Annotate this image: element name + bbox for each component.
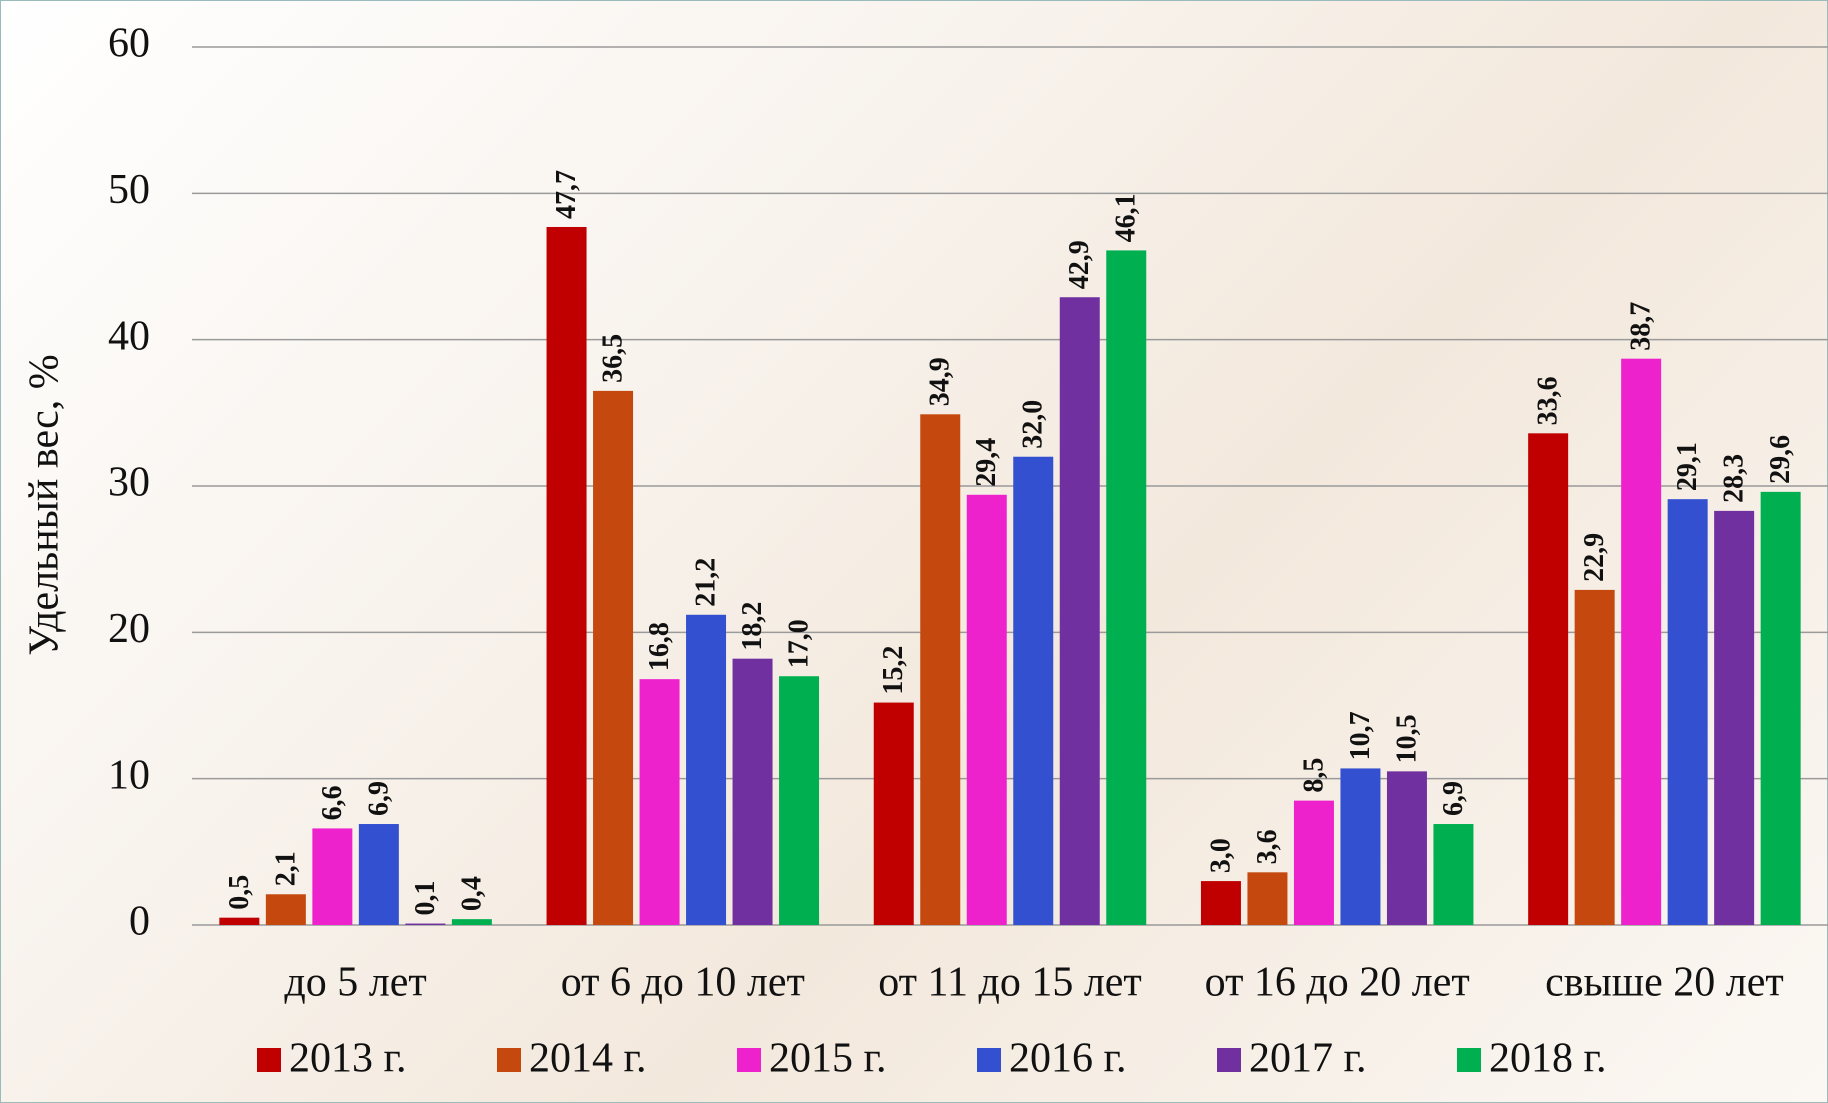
bar [732,658,773,925]
value-label: 46,1 [1111,193,1142,242]
bar [1059,297,1100,926]
bar [1433,824,1474,925]
value-label: 15,2 [878,646,909,695]
bar [639,679,680,925]
x-tick-label: до 5 лет [284,960,426,1006]
bar [1574,589,1615,925]
legend-label: 2014 г. [529,1036,647,1082]
value-label: 18,2 [737,602,768,651]
legend-swatch [497,1048,521,1072]
value-label: 0,1 [410,881,441,916]
bar [1013,456,1054,925]
value-label: 36,5 [597,334,628,383]
value-label: 42,9 [1064,240,1095,289]
bar [219,917,260,925]
legend-swatch [257,1048,281,1072]
value-label: 34,9 [925,357,956,406]
bar [686,614,727,925]
legend-label: 2016 г. [1009,1036,1127,1082]
bar [1760,491,1801,925]
y-tick-label: 10 [108,752,150,798]
value-label: 6,6 [317,785,348,820]
y-tick-label: 40 [108,313,150,359]
bar [966,494,1007,925]
bar [1340,768,1381,925]
y-tick-label: 50 [108,167,150,213]
x-tick-label: от 6 до 10 лет [561,960,805,1006]
bar [1714,510,1755,925]
legend-swatch [977,1048,1001,1072]
bar [1621,358,1662,925]
value-label: 29,1 [1672,442,1703,491]
bar [265,894,306,925]
value-label: 33,6 [1533,376,1564,425]
y-tick-label: 20 [108,606,150,652]
bar [1247,872,1288,925]
legend-swatch [737,1048,761,1072]
value-label: 28,3 [1719,454,1750,503]
value-label: 3,0 [1205,838,1236,873]
y-tick-label: 0 [129,899,150,945]
bar [312,828,353,925]
bar [1667,499,1708,925]
value-label: 6,9 [1438,781,1469,816]
bar [358,824,399,925]
bar [873,702,914,925]
x-tick-label: свыше 20 лет [1545,960,1784,1006]
bar [779,676,820,925]
legend-label: 2018 г. [1489,1036,1607,1082]
value-label: 0,4 [456,876,487,911]
bar [405,923,446,925]
legend-swatch [1457,1048,1481,1072]
value-label: 0,5 [224,875,255,910]
x-tick-label: от 16 до 20 лет [1205,960,1470,1006]
value-label: 38,7 [1626,302,1657,351]
value-label: 16,8 [644,622,675,671]
value-label: 47,7 [551,170,582,219]
x-tick-label: от 11 до 15 лет [878,960,1142,1006]
value-label: 32,0 [1018,400,1049,449]
legend-swatch [1217,1048,1241,1072]
y-tick-label: 30 [108,460,150,506]
value-label: 10,7 [1345,711,1376,760]
legend-label: 2015 г. [769,1036,887,1082]
value-label: 8,5 [1298,758,1329,793]
value-label: 29,4 [971,438,1002,487]
value-label: 29,6 [1765,435,1796,484]
bar [1293,800,1334,925]
bar [1528,433,1569,925]
bar [920,414,961,925]
value-label: 2,1 [270,851,301,886]
value-label: 6,9 [363,781,394,816]
value-label: 3,6 [1252,829,1283,864]
bar [1200,881,1241,925]
bar [451,919,492,925]
y-axis-label: Удельный вес, % [22,354,68,656]
legend-label: 2017 г. [1249,1036,1367,1082]
bar [593,390,634,926]
y-tick-label: 60 [108,21,150,67]
bar [1106,250,1147,926]
legend-label: 2013 г. [289,1036,407,1082]
bar [1386,771,1427,925]
value-label: 22,9 [1579,533,1610,582]
value-label: 21,2 [690,558,721,607]
bar [546,226,587,926]
value-label: 10,5 [1391,714,1422,763]
value-label: 17,0 [783,619,814,668]
